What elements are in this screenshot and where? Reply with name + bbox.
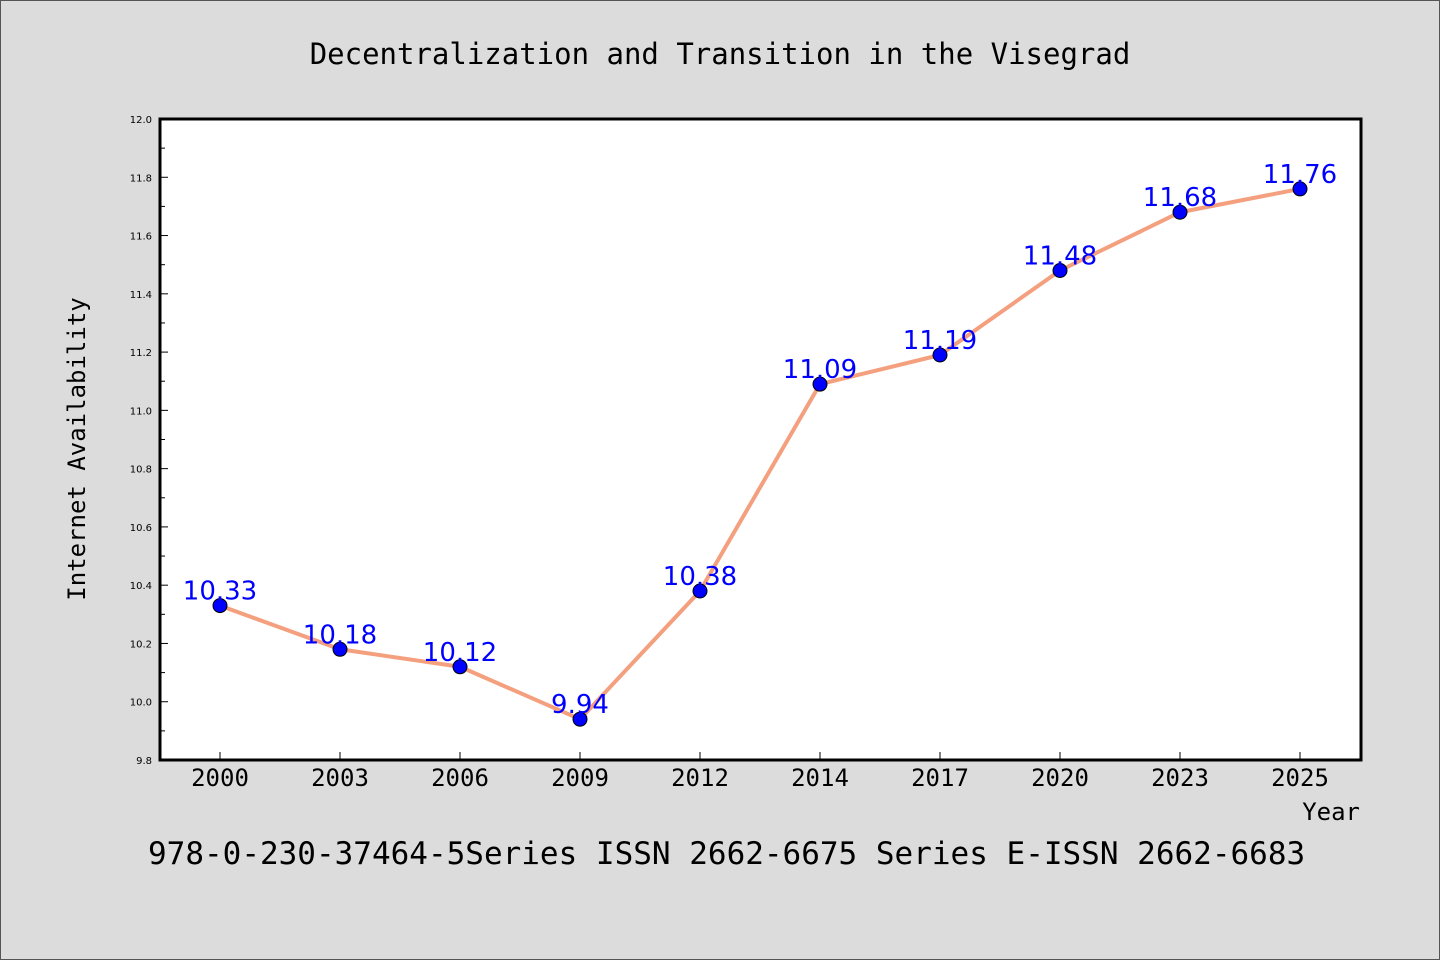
y-tick-label: 12.0: [130, 115, 152, 126]
x-axis-title: Year: [1302, 798, 1360, 826]
footer-identifiers: 978-0-230-37464-5Series ISSN 2662-6675 S…: [148, 836, 1305, 872]
x-tick-label: 2023: [1151, 764, 1209, 792]
data-point-marker: [332, 641, 348, 657]
y-tick-label: 11.6: [130, 232, 152, 243]
data-point-marker: [212, 598, 228, 614]
data-point-marker: [812, 376, 828, 392]
y-axis-title: Internet Availability: [63, 297, 91, 600]
x-tick-label: 2009: [551, 764, 609, 792]
data-point-label: 10.38: [663, 562, 737, 592]
x-tick-label: 2025: [1271, 764, 1329, 792]
data-point-marker: [932, 347, 948, 363]
data-point-label: 11.19: [903, 326, 977, 356]
x-tick-label: 2020: [1031, 764, 1089, 792]
y-tick-label: 10.2: [130, 639, 152, 650]
data-point-label: 9.94: [551, 690, 609, 720]
data-point-label: 11.76: [1263, 160, 1337, 190]
series-line: [219, 186, 1301, 722]
data-point-label: 11.48: [1023, 242, 1097, 272]
data-point-marker: [692, 583, 708, 599]
data-point-marker: [1292, 181, 1308, 197]
y-tick-label: 10.8: [130, 465, 152, 476]
x-tick-label: 2003: [311, 764, 369, 792]
data-point-marker: [452, 659, 468, 675]
data-point-label: 10.33: [183, 577, 257, 607]
data-point-label: 10.12: [423, 638, 497, 668]
x-tick-label: 2017: [911, 764, 969, 792]
x-tick-label: 2012: [671, 764, 729, 792]
data-point-marker: [1172, 204, 1188, 220]
x-tick-label: 2006: [431, 764, 489, 792]
data-point-marker: [572, 711, 588, 727]
data-point-marker: [1052, 263, 1068, 279]
data-point-label: 11.09: [783, 355, 857, 385]
y-tick-label: 10.0: [130, 698, 152, 709]
data-labels: 10.33 10.18 10.12 9.94 10.38 11.09 11.19 11.48 1…: [183, 160, 1337, 720]
data-point-label: 10.18: [303, 620, 377, 650]
y-axis: 9.8 10.0 10.2 10.4 10.6 10.8 11.0 11.2 11.4 11.6 1…: [130, 115, 168, 767]
y-tick-label: 9.8: [136, 756, 152, 767]
data-point-label: 11.68: [1143, 183, 1217, 213]
y-tick-label: 11.4: [130, 290, 152, 301]
y-tick-label: 11.2: [130, 348, 152, 359]
x-axis: 2000 2003 2006 2009 2012 2014 2017 2020 2023 2025: [191, 752, 1329, 792]
x-tick-label: 2014: [791, 764, 849, 792]
y-tick-label: 10.6: [130, 523, 152, 534]
chart-title: Decentralization and Transition in the V…: [310, 37, 1131, 71]
data-markers: [212, 181, 1308, 727]
y-tick-label: 10.4: [130, 581, 152, 592]
y-tick-label: 11.8: [130, 173, 152, 184]
y-tick-label: 11.0: [130, 406, 152, 417]
x-tick-label: 2000: [191, 764, 249, 792]
